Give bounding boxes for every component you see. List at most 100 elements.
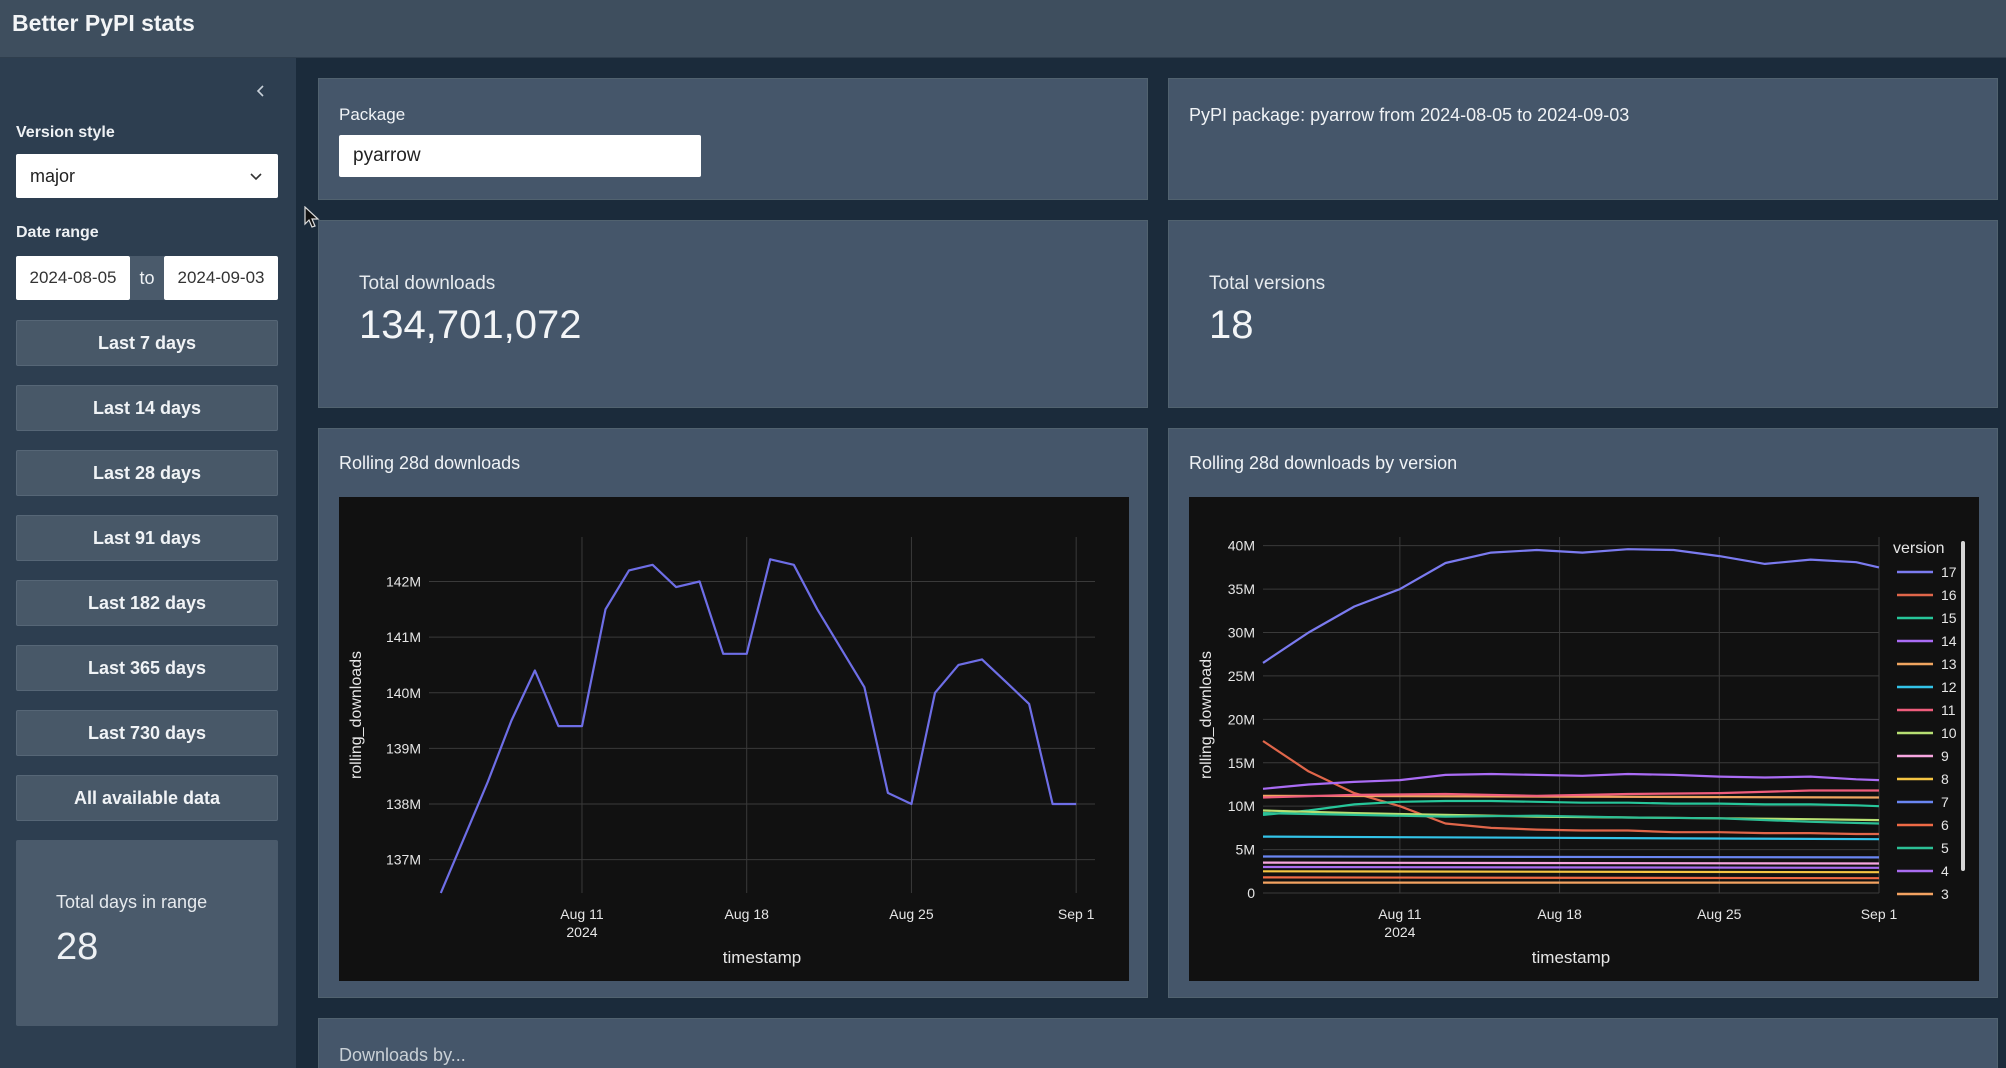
last-365-days-button[interactable]: Last 365 days <box>16 645 278 691</box>
series-line-17 <box>1262 548 1880 664</box>
x-tick-label: Aug 11 <box>1378 906 1422 922</box>
y-tick-label: 15M <box>1228 755 1255 771</box>
package-card: Package pyarrow <box>318 78 1148 200</box>
y-tick-label: 141M <box>386 629 421 645</box>
last-91-days-button[interactable]: Last 91 days <box>16 515 278 561</box>
total-versions-card: Total versions 18 <box>1168 220 1998 408</box>
version-style-select[interactable]: major <box>16 154 278 198</box>
rolling-downloads-by-version-plot[interactable]: 0 5M 10M 15M 20M 25M 30M 35M 40M Aug 11 2024 Aug 18… <box>1189 497 1979 981</box>
legend-item-4: 4 <box>1941 863 1949 879</box>
package-summary-card: PyPI package: pyarrow from 2024-08-05 to… <box>1168 78 1998 200</box>
y-tick-label: 0 <box>1247 885 1255 901</box>
legend-item-17: 17 <box>1941 564 1957 580</box>
rolling-downloads-plot[interactable]: 137M 138M 139M 140M 141M 142M Aug 11 2024 Aug 18… <box>339 497 1129 981</box>
x-axis-title: timestamp <box>723 948 801 967</box>
last-28-days-button[interactable]: Last 28 days <box>16 450 278 496</box>
series-line-0 <box>439 558 1077 894</box>
chevron-left-icon <box>256 85 264 97</box>
chart1-title: Rolling 28d downloads <box>339 453 521 473</box>
series-line-11 <box>1262 789 1879 799</box>
x-tick-label: Aug 11 <box>560 906 604 922</box>
legend-item-14: 14 <box>1941 633 1957 649</box>
legend-item-7: 7 <box>1941 794 1949 810</box>
x-tick-label: Aug 25 <box>889 906 934 922</box>
y-tick-label: 40M <box>1228 538 1255 554</box>
total-days-value: 28 <box>56 926 99 968</box>
y-tick-label: 30M <box>1228 625 1255 641</box>
legend-item-13: 13 <box>1941 656 1957 672</box>
last-14-days-button[interactable]: Last 14 days <box>16 385 278 431</box>
version-style-label: Version style <box>16 124 115 141</box>
series-line-8 <box>1262 870 1880 874</box>
last-182-days-button[interactable]: Last 182 days <box>16 580 278 626</box>
date-range-label: Date range <box>16 224 99 241</box>
y-tick-label: 5M <box>1236 842 1255 858</box>
series-line-5 <box>1262 812 1880 825</box>
series-line-15 <box>1262 799 1880 816</box>
total-days-label: Total days in range <box>56 892 208 912</box>
y-axis-title: rolling_downloads <box>348 651 365 779</box>
series-line-7 <box>1262 855 1880 859</box>
series-line-13 <box>1262 794 1880 799</box>
total-days-card: Total days in range 28 <box>16 840 278 1026</box>
end-date-input[interactable]: 2024-09-03 <box>164 256 278 300</box>
y-tick-label: 140M <box>386 685 421 701</box>
series-line-12 <box>1262 835 1880 841</box>
mouse-pointer-icon <box>304 206 320 228</box>
legend-item-12: 12 <box>1941 679 1957 695</box>
legend-item-5: 5 <box>1941 840 1949 856</box>
x-tick-sublabel: 2024 <box>566 924 597 940</box>
y-tick-label: 142M <box>386 574 421 590</box>
legend-item-10: 10 <box>1941 725 1957 741</box>
y-tick-label: 138M <box>386 796 421 812</box>
y-tick-label: 20M <box>1228 711 1255 727</box>
package-label: Package <box>339 105 406 124</box>
chart2-title: Rolling 28d downloads by version <box>1189 453 1458 473</box>
package-summary-text: PyPI package: pyarrow from 2024-08-05 to… <box>1189 105 1630 125</box>
series-line-6 <box>1262 876 1880 880</box>
all-available-data-button[interactable]: All available data <box>16 775 278 821</box>
rolling-downloads-chart: 137M 138M 139M 140M 141M 142M Aug 11 2024 Aug 18… <box>348 537 1095 967</box>
x-tick-sublabel: 2024 <box>1384 924 1415 940</box>
legend-title: version <box>1893 540 1945 557</box>
legend-scrollbar <box>1961 541 1965 871</box>
total-versions-value: 18 <box>1209 303 1254 347</box>
series-line-4 <box>1262 865 1880 869</box>
last-7-days-button[interactable]: Last 7 days <box>16 320 278 366</box>
x-tick-label: Sep 1 <box>1058 906 1095 922</box>
last-730-days-button[interactable]: Last 730 days <box>16 710 278 756</box>
collapse-sidebar-button[interactable] <box>248 78 274 104</box>
y-tick-label: 25M <box>1228 668 1255 684</box>
total-downloads-value: 134,701,072 <box>359 303 582 347</box>
app-header: Better PyPI stats <box>0 0 2006 58</box>
series-line-16 <box>1262 740 1879 836</box>
downloads-by-title: Downloads by... <box>339 1045 466 1065</box>
package-input[interactable]: pyarrow <box>339 135 701 177</box>
y-tick-label: 139M <box>386 740 421 756</box>
x-tick-label: Aug 18 <box>1537 906 1582 922</box>
start-date-input[interactable]: 2024-08-05 <box>16 256 130 300</box>
legend-item-9: 9 <box>1941 748 1949 764</box>
version-style-value: major <box>30 166 76 186</box>
y-tick-label: 137M <box>386 852 421 868</box>
legend-item-6: 6 <box>1941 817 1949 833</box>
rolling-downloads-card: Rolling 28d downloads 137M 138M 139M 140M 14… <box>318 428 1148 998</box>
x-tick-label: Aug 25 <box>1697 906 1742 922</box>
legend-item-11: 11 <box>1941 702 1956 718</box>
x-tick-label: Sep 1 <box>1861 906 1898 922</box>
x-tick-label: Aug 18 <box>725 906 770 922</box>
sidebar: Version style major Date range 2024-08-0… <box>0 58 296 1068</box>
date-range-separator: to <box>130 256 164 300</box>
series-line-9 <box>1262 861 1880 865</box>
rolling-downloads-by-version-chart: 0 5M 10M 15M 20M 25M 30M 35M 40M Aug 11 2024 Aug 18… <box>1198 537 1965 967</box>
total-versions-label: Total versions <box>1209 273 1326 294</box>
y-tick-label: 35M <box>1228 581 1255 597</box>
legend-item-15: 15 <box>1941 610 1957 626</box>
y-axis-title: rolling_downloads <box>1198 651 1215 779</box>
legend-item-16: 16 <box>1941 587 1957 603</box>
y-tick-label: 10M <box>1228 798 1255 814</box>
rolling-downloads-by-version-card: Rolling 28d downloads by version 0 5M 10M 1… <box>1168 428 1998 998</box>
total-downloads-label: Total downloads <box>359 273 496 294</box>
downloads-by-card: Downloads by... <box>318 1018 1998 1068</box>
series-line-14 <box>1262 772 1880 790</box>
